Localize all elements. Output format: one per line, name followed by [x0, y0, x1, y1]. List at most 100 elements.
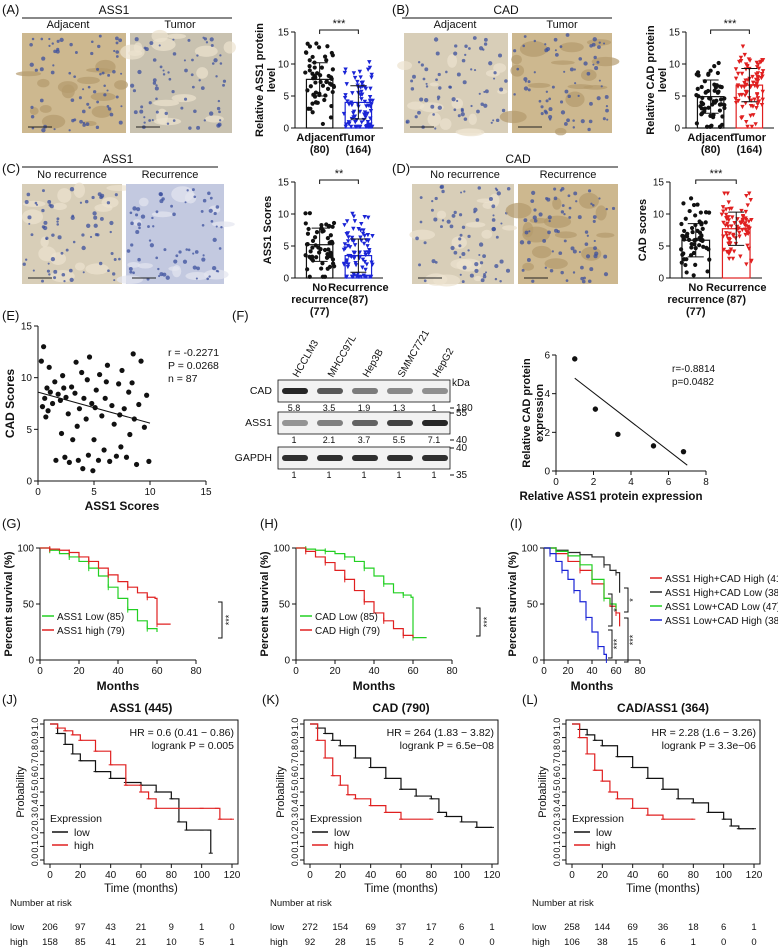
data-point: [706, 72, 711, 77]
y-tick-label: 5: [283, 92, 289, 103]
cell-nucleus: [546, 197, 551, 202]
risk-row-label: low: [532, 922, 546, 933]
data-point: [79, 369, 85, 376]
x-tick-label: 10: [144, 487, 156, 498]
category-n-label: (164): [346, 144, 372, 156]
cell-nucleus: [172, 52, 177, 56]
x-axis-label: Months: [571, 679, 614, 693]
cell-nucleus: [61, 272, 66, 277]
cell-nucleus: [208, 208, 213, 213]
cell-nucleus: [82, 271, 85, 274]
data-point: [363, 115, 368, 120]
significance-bracket: [624, 587, 629, 613]
cell-nucleus: [498, 53, 503, 58]
cell-nucleus: [219, 54, 222, 57]
cell-nucleus: [187, 248, 191, 252]
data-point: [712, 88, 717, 93]
band-quant-value: 5.8: [288, 403, 301, 413]
data-point: [307, 68, 312, 73]
data-point: [307, 58, 312, 63]
cell-nucleus: [496, 191, 501, 196]
cell-nucleus: [167, 71, 170, 74]
data-point: [749, 124, 755, 129]
panel-b-protein-label: CAD: [493, 3, 519, 17]
cell-nucleus: [435, 78, 438, 82]
data-point: [322, 274, 328, 279]
data-point: [690, 229, 695, 235]
y-tick-label: 0.5: [290, 786, 300, 799]
fit-line: [574, 377, 688, 466]
cell-nucleus: [478, 242, 484, 247]
data-point: [695, 202, 700, 207]
cell-nucleus: [563, 122, 568, 126]
data-point: [755, 102, 760, 107]
cell-nucleus: [96, 67, 100, 71]
risk-row-label: low: [270, 922, 284, 933]
tissue-texture: [519, 41, 548, 57]
ihc-image-c-recurrence: [116, 184, 235, 284]
data-point: [760, 69, 766, 74]
cell-nucleus: [51, 42, 54, 45]
cell-nucleus: [217, 99, 221, 103]
data-point: [699, 100, 704, 105]
tissue-texture: [133, 42, 143, 53]
data-point: [744, 262, 749, 267]
data-point: [697, 243, 702, 248]
legend-label: ASS1 Low+CAD Low (47): [665, 602, 778, 613]
cell-nucleus: [488, 197, 493, 202]
data-point: [329, 76, 334, 82]
cell-nucleus: [41, 189, 45, 193]
cell-nucleus: [46, 269, 50, 273]
x-axis-label: Time (months): [626, 883, 700, 895]
y-tick-label: 0.5: [30, 786, 40, 799]
cell-nucleus: [113, 258, 117, 262]
cell-nucleus: [190, 73, 194, 77]
significance-bracket: [695, 179, 737, 184]
cell-nucleus: [475, 218, 480, 222]
data-point: [303, 70, 308, 75]
cell-nucleus: [460, 112, 465, 117]
data-point: [369, 260, 374, 265]
cell-nucleus: [91, 195, 95, 200]
cell-nucleus: [118, 38, 123, 43]
stat-label: P = 0.0268: [168, 360, 219, 372]
cell-nucleus: [185, 248, 189, 251]
cell-nucleus: [106, 201, 111, 205]
cell-nucleus: [217, 122, 222, 127]
cell-nucleus: [45, 237, 48, 240]
tissue-texture: [485, 69, 500, 77]
tissue-texture: [565, 91, 585, 108]
x-tick-label: 20: [73, 666, 85, 677]
cell-nucleus: [96, 100, 100, 104]
data-point: [315, 71, 320, 76]
data-point: [364, 274, 369, 279]
data-point: [349, 103, 355, 108]
significance-bracket: [624, 617, 629, 663]
tissue-texture: [456, 258, 482, 272]
cell-line-label: HepG2: [431, 346, 457, 379]
data-point: [721, 247, 727, 252]
cell-nucleus: [107, 73, 111, 77]
data-point: [101, 447, 107, 453]
cell-nucleus: [506, 186, 511, 191]
cell-nucleus: [27, 215, 32, 220]
panel-label-e: (E): [2, 308, 19, 323]
data-point: [330, 53, 335, 58]
cell-nucleus: [567, 194, 571, 198]
data-point: [93, 387, 99, 393]
tissue-texture: [429, 82, 439, 87]
data-point: [47, 389, 53, 395]
data-point: [364, 104, 369, 109]
data-point: [679, 260, 684, 265]
data-point: [327, 252, 332, 257]
cell-nucleus: [432, 113, 435, 116]
blot-row-label: GAPDH: [235, 452, 272, 464]
x-tick-label: 80: [166, 870, 178, 881]
data-point: [754, 72, 759, 77]
data-point: [81, 395, 87, 401]
risk-count: 92: [305, 937, 316, 948]
data-point: [361, 228, 366, 233]
data-point: [751, 113, 756, 118]
cell-nucleus: [593, 246, 597, 251]
data-point: [312, 94, 318, 99]
